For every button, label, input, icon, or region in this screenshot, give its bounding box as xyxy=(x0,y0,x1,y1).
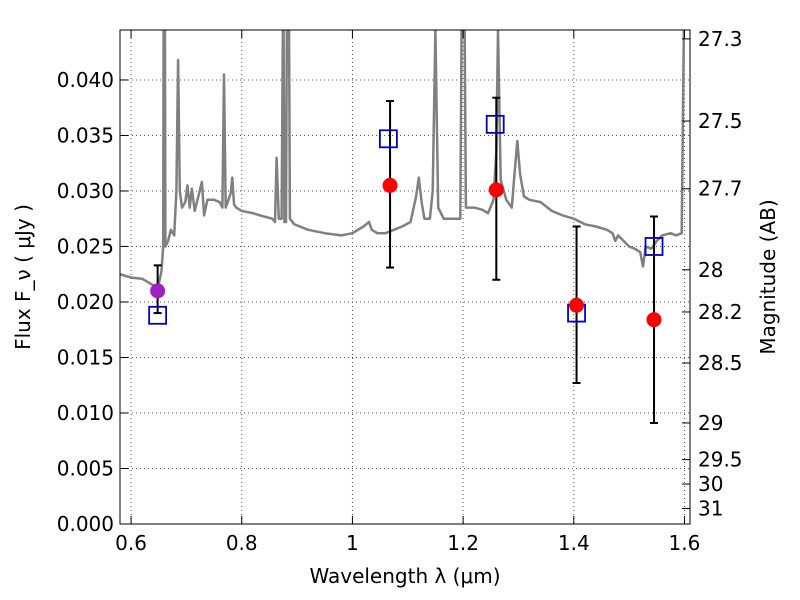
x-tick-label: 0.6 xyxy=(115,531,147,555)
y-axis-right-label: Magnitude (AB) xyxy=(756,199,780,354)
x-tick-label: 1.2 xyxy=(447,531,479,555)
observed-flux-marker xyxy=(569,297,585,313)
observed-flux-marker xyxy=(382,177,398,193)
plot-frame xyxy=(119,29,691,525)
x-tick-label: 1.6 xyxy=(669,531,701,555)
markers xyxy=(148,114,664,328)
right-tick-label: 29.5 xyxy=(698,448,743,472)
x-tick-label: 0.8 xyxy=(226,531,258,555)
observed-flux-marker xyxy=(150,283,166,299)
x-axis-label: Wavelength λ (μm) xyxy=(309,564,500,588)
right-tick-label: 27.3 xyxy=(698,27,743,51)
right-tick-label: 31 xyxy=(698,496,723,520)
y-tick-label: 0.000 xyxy=(57,512,114,536)
right-tick-label: 28.5 xyxy=(698,351,743,375)
model-square-marker xyxy=(378,129,398,149)
right-tick-label: 30 xyxy=(698,472,723,496)
right-tick-label: 29 xyxy=(698,411,723,435)
model-square-marker xyxy=(644,237,664,256)
y-tick-label: 0.020 xyxy=(57,290,114,314)
right-tick-label: 28 xyxy=(698,258,723,282)
plot-area xyxy=(120,30,686,290)
y-tick-label: 0.015 xyxy=(57,345,114,369)
y-tick-label: 0.005 xyxy=(57,456,114,480)
observed-flux-marker xyxy=(488,182,504,198)
y-tick-label: 0.040 xyxy=(57,68,114,92)
y-tick-label: 0.010 xyxy=(57,401,114,425)
axis-ticks: 0.6 0.8 1 1.2 1.4 1.6 0.000 0.005 0.010 0.015 0.02… xyxy=(57,27,743,555)
model-square-marker xyxy=(485,114,505,134)
model-square-marker xyxy=(148,305,168,325)
y-tick-label: 0.025 xyxy=(57,234,114,258)
right-tick-label: 27.5 xyxy=(698,109,743,133)
plot-background xyxy=(120,30,690,524)
x-tick-label: 1 xyxy=(346,531,359,555)
right-tick-label: 28.2 xyxy=(698,300,743,324)
y-tick-label: 0.030 xyxy=(57,179,114,203)
right-tick-label: 27.7 xyxy=(698,177,743,201)
spectrum-line xyxy=(120,30,686,290)
x-tick-label: 1.4 xyxy=(558,531,590,555)
y-axis-label: Flux F_ν ( μJy ) xyxy=(11,204,35,350)
y-tick-label: 0.035 xyxy=(57,123,114,147)
observed-flux-marker xyxy=(646,312,662,328)
